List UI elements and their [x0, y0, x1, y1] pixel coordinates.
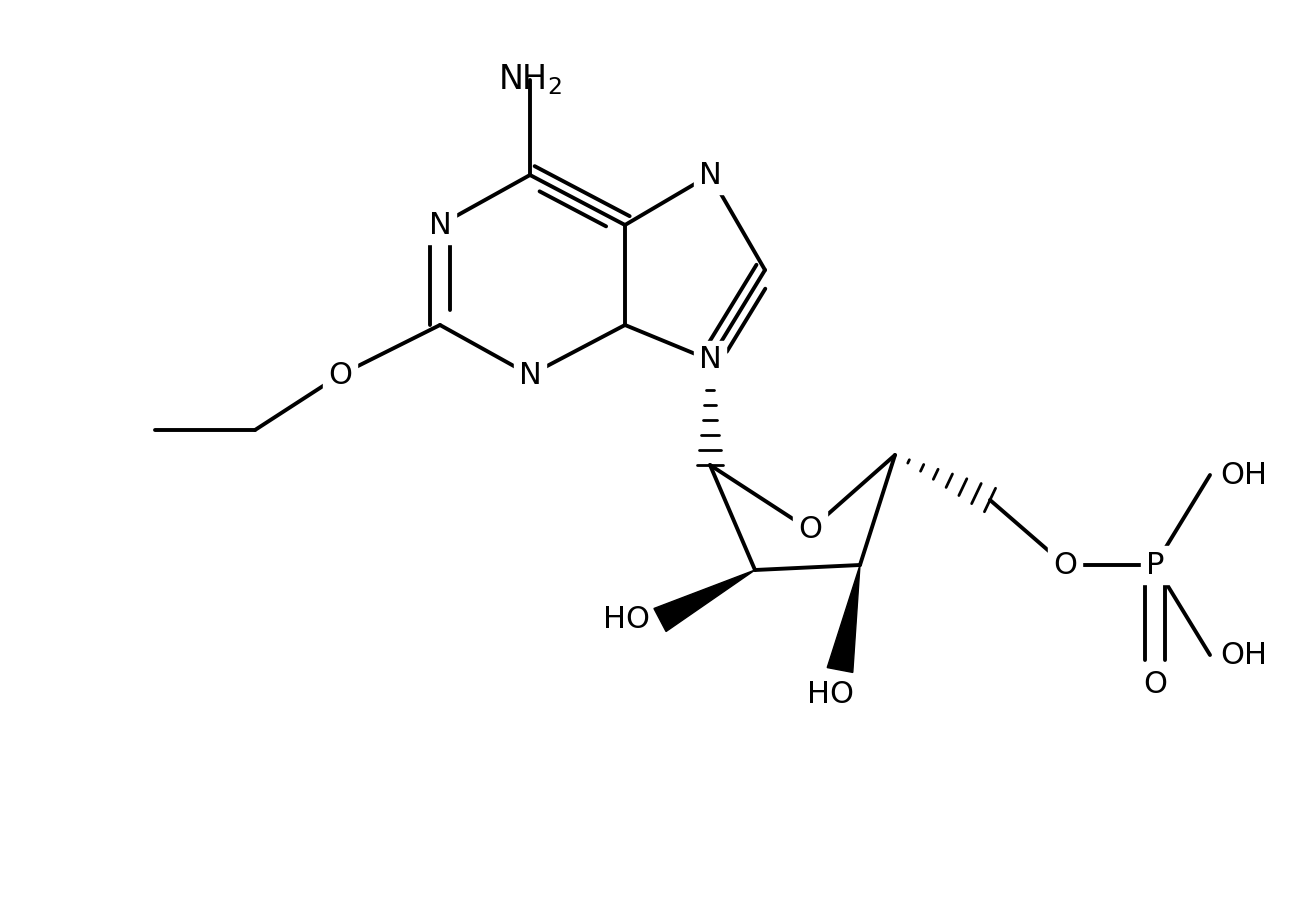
Text: HO: HO [604, 605, 649, 634]
Polygon shape [653, 570, 754, 631]
Text: O: O [798, 516, 823, 545]
Text: NH$_2$: NH$_2$ [499, 63, 562, 97]
Text: O: O [1143, 670, 1166, 699]
Text: OH: OH [1220, 641, 1267, 670]
Text: O: O [1054, 551, 1077, 580]
Polygon shape [828, 565, 859, 672]
Text: N: N [518, 361, 542, 390]
Text: N: N [429, 210, 451, 239]
Text: HO: HO [807, 680, 854, 709]
Text: OH: OH [1220, 460, 1267, 489]
Text: P: P [1145, 551, 1164, 580]
Text: O: O [328, 361, 352, 390]
Text: N: N [698, 345, 722, 374]
Text: N: N [698, 160, 722, 189]
